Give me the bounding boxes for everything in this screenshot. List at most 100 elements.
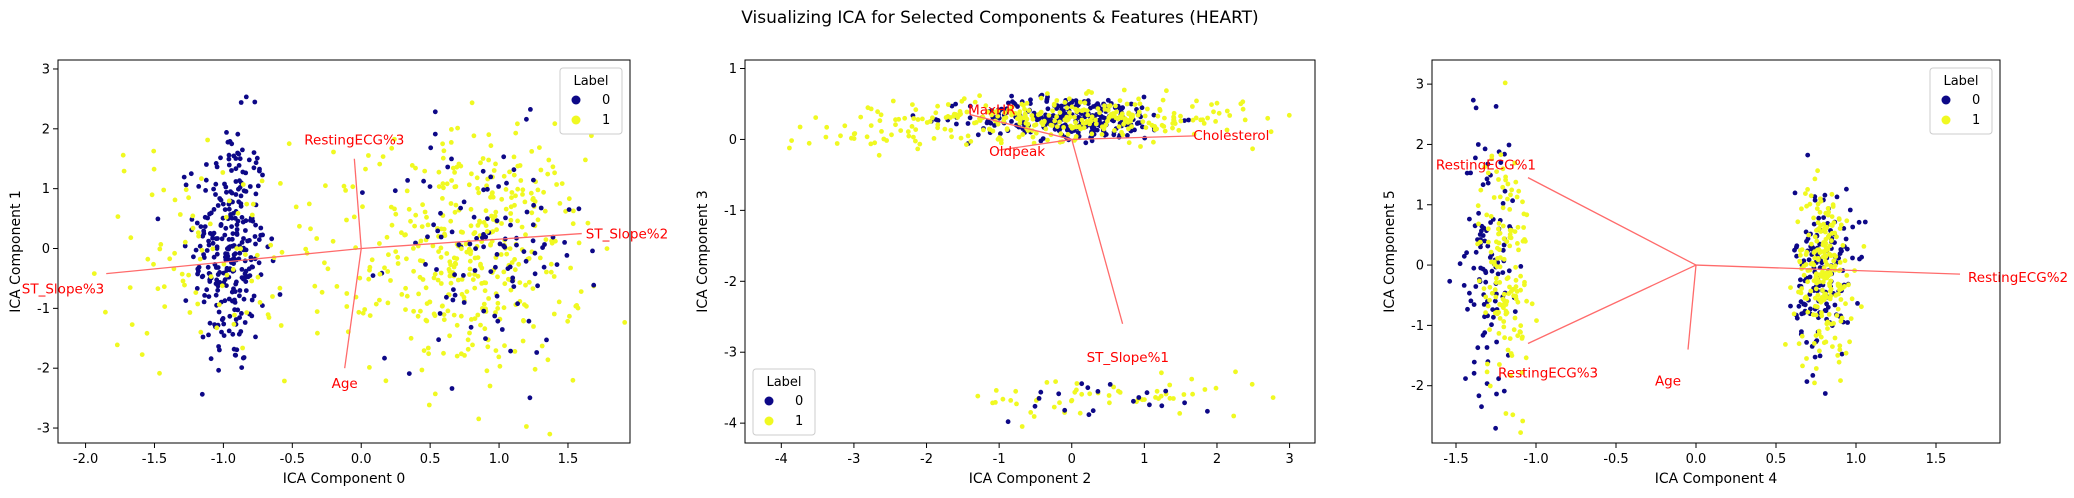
- point-label-1: [334, 284, 340, 289]
- point-label-0: [432, 109, 438, 115]
- point-label-0: [985, 118, 991, 124]
- point-label-0: [243, 228, 248, 233]
- point-label-0: [1487, 255, 1493, 260]
- point-label-1: [182, 282, 187, 288]
- point-label-1: [1832, 263, 1838, 269]
- point-label-0: [238, 203, 244, 209]
- point-label-1: [990, 400, 995, 406]
- point-label-1: [1805, 309, 1811, 315]
- point-label-1: [1501, 319, 1507, 324]
- point-label-1: [257, 300, 263, 305]
- point-label-1: [1012, 111, 1018, 116]
- point-label-1: [512, 267, 518, 273]
- y-tick-label: 0: [729, 133, 737, 148]
- point-label-0: [1028, 97, 1033, 103]
- point-label-1: [384, 234, 390, 240]
- point-label-1: [377, 297, 382, 303]
- point-label-1: [517, 163, 523, 168]
- point-label-1: [438, 281, 444, 286]
- point-label-1: [959, 98, 965, 104]
- point-label-1: [893, 122, 898, 128]
- point-label-1: [221, 261, 227, 267]
- point-label-0: [933, 117, 939, 122]
- point-label-0: [220, 316, 226, 321]
- point-label-1: [1500, 296, 1506, 302]
- point-label-0: [1119, 105, 1125, 111]
- point-label-1: [350, 184, 356, 190]
- point-label-1: [1213, 119, 1218, 124]
- point-label-1: [452, 184, 458, 190]
- point-label-1: [198, 329, 204, 335]
- point-label-1: [1095, 106, 1101, 111]
- point-label-1: [951, 111, 957, 117]
- point-label-1: [868, 106, 874, 112]
- point-label-1: [478, 160, 483, 166]
- point-label-1: [1014, 401, 1019, 407]
- point-label-0: [1500, 201, 1506, 206]
- point-label-1: [481, 301, 487, 307]
- point-label-0: [1058, 104, 1064, 109]
- point-label-1: [385, 300, 391, 306]
- point-label-1: [449, 178, 454, 183]
- point-label-1: [471, 133, 477, 139]
- point-label-1: [508, 211, 514, 216]
- point-label-0: [1802, 302, 1808, 308]
- point-label-1: [1489, 290, 1495, 296]
- point-label-1: [490, 190, 495, 196]
- point-label-1: [995, 121, 1001, 127]
- point-label-1: [216, 302, 222, 308]
- point-label-1: [875, 109, 880, 115]
- point-label-0: [1480, 182, 1486, 188]
- point-label-1: [1798, 252, 1803, 258]
- point-label-0: [481, 232, 486, 237]
- point-label-1: [1511, 327, 1517, 333]
- point-label-0: [528, 107, 533, 112]
- point-label-1: [1815, 201, 1821, 207]
- x-tick-label: -4: [775, 452, 788, 467]
- point-label-0: [1091, 125, 1097, 130]
- point-label-1: [465, 346, 471, 352]
- point-label-0: [511, 167, 517, 173]
- point-label-1: [314, 236, 320, 241]
- point-label-1: [449, 126, 454, 132]
- chart-panel-0: RestingECG%3 Age ST_Slope%2 ST_Slope%3 -2.0 -…: [8, 59, 668, 487]
- point-label-1: [419, 224, 425, 230]
- point-label-1: [1823, 339, 1829, 345]
- point-label-1: [1160, 97, 1166, 103]
- point-label-0: [531, 202, 536, 208]
- point-label-1: [1037, 111, 1043, 117]
- point-label-0: [1032, 403, 1038, 409]
- point-label-0: [183, 182, 189, 188]
- point-label-1: [240, 182, 246, 187]
- point-label-1: [466, 182, 472, 188]
- point-label-1: [491, 168, 497, 173]
- point-label-1: [382, 265, 387, 271]
- point-label-1: [1084, 108, 1090, 113]
- point-label-1: [408, 335, 414, 341]
- point-label-1: [1497, 362, 1502, 367]
- point-label-1: [1809, 241, 1814, 247]
- point-label-1: [344, 291, 350, 296]
- point-label-0: [234, 227, 240, 232]
- x-tick-label: -0.5: [280, 452, 305, 467]
- point-label-0: [253, 241, 258, 247]
- point-label-1: [509, 195, 514, 201]
- point-label-1: [388, 278, 393, 283]
- y-tick-label: -1: [1411, 319, 1424, 334]
- point-label-0: [494, 293, 500, 299]
- point-label-1: [151, 166, 157, 172]
- point-label-1: [983, 103, 989, 109]
- point-label-1: [195, 230, 201, 236]
- point-label-1: [1067, 110, 1072, 115]
- point-label-1: [278, 323, 284, 328]
- point-label-1: [1072, 124, 1077, 130]
- point-label-1: [942, 126, 948, 132]
- point-label-1: [935, 122, 941, 128]
- point-label-1: [360, 204, 365, 210]
- point-label-1: [515, 121, 520, 127]
- point-label-0: [1501, 242, 1507, 248]
- point-label-1: [556, 299, 562, 305]
- point-label-0: [541, 264, 547, 270]
- point-label-1: [144, 330, 150, 336]
- point-label-0: [1492, 298, 1498, 304]
